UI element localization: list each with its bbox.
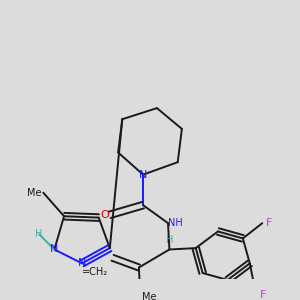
Text: H: H <box>166 235 173 245</box>
Text: F: F <box>266 218 272 228</box>
Text: Me: Me <box>142 292 156 300</box>
Text: H: H <box>35 229 43 239</box>
Text: N: N <box>139 169 147 180</box>
Text: Me: Me <box>27 188 42 198</box>
Text: F: F <box>260 290 266 300</box>
Text: N: N <box>78 258 86 268</box>
Text: O: O <box>100 210 109 220</box>
Text: NH: NH <box>168 218 182 228</box>
Text: =CH₂: =CH₂ <box>82 267 108 278</box>
Text: N: N <box>50 244 58 254</box>
